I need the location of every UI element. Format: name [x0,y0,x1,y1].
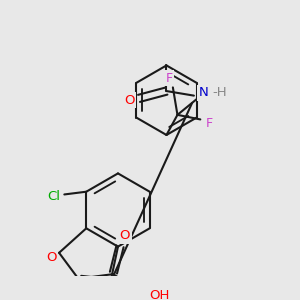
Text: -H: -H [212,86,227,99]
Text: O: O [46,251,57,264]
Text: O: O [120,229,130,242]
Text: O: O [124,94,135,107]
Text: N: N [199,86,208,99]
Text: OH: OH [150,289,170,300]
Text: Cl: Cl [47,190,60,203]
Text: F: F [206,118,213,130]
Text: F: F [166,72,173,85]
Text: F: F [201,89,208,102]
